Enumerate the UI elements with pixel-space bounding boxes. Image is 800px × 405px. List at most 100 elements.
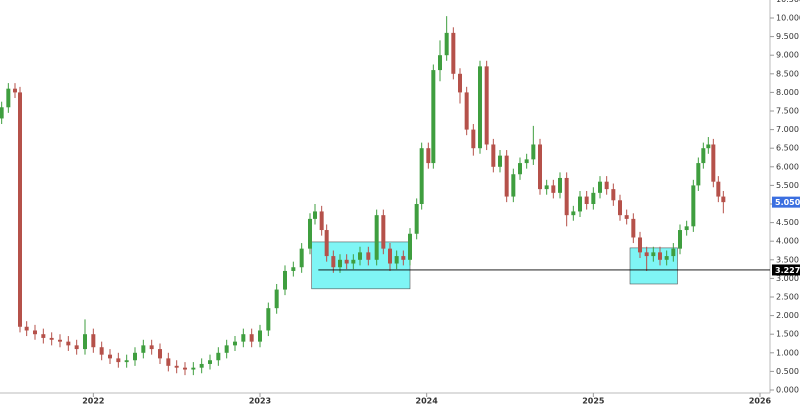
y-tick-label: 3.000: [776, 274, 799, 283]
candle-body: [451, 32, 456, 74]
y-tick-label: 1.500: [776, 330, 799, 339]
candle-body: [224, 345, 229, 353]
candle-body: [313, 211, 317, 219]
candle-body: [478, 66, 482, 149]
candle-body: [249, 334, 254, 342]
candle-body: [558, 177, 562, 193]
candle-body: [6, 88, 11, 108]
candle-body: [124, 360, 129, 363]
y-tick-label: 8.000: [776, 88, 799, 97]
x-tick-label: 2022: [82, 397, 104, 405]
candle-body: [41, 334, 46, 338]
candle-body: [216, 352, 221, 361]
y-tick-label: 7.000: [776, 125, 799, 134]
candle-body: [484, 66, 489, 145]
price-line-label: 3.227: [775, 266, 800, 275]
candle-body: [18, 92, 22, 327]
candle-body: [358, 252, 362, 260]
last-price-label: 5.050: [775, 198, 800, 207]
y-tick-label: 4.000: [776, 237, 799, 246]
candle-body: [199, 363, 204, 368]
candle-body: [431, 70, 436, 164]
candle-body: [0, 107, 4, 119]
candle-body: [471, 129, 476, 149]
y-tick-label: 2.500: [776, 293, 799, 302]
y-tick-label: 4.500: [776, 218, 799, 227]
candle-body: [374, 215, 379, 260]
candle-body: [716, 181, 721, 197]
candle-body: [58, 339, 62, 342]
y-tick-label: 7.500: [776, 107, 799, 116]
y-tick-label: 0.500: [776, 367, 799, 376]
y-tick-label: 10.000: [776, 14, 800, 23]
candle-body: [158, 349, 162, 359]
candle-body: [564, 177, 569, 216]
candle-body: [338, 259, 342, 268]
y-tick-label: 9.000: [776, 51, 799, 60]
candle-body: [208, 360, 212, 364]
candle-body: [116, 358, 121, 363]
candle-body: [721, 196, 726, 203]
candle-body: [13, 88, 17, 93]
candle-body: [651, 252, 656, 257]
candle-body: [174, 365, 179, 368]
candle-body: [331, 256, 336, 268]
candle-body: [631, 218, 636, 238]
candle-body: [658, 252, 662, 260]
candle-body: [678, 230, 682, 249]
candle-body: [266, 308, 271, 331]
candle-body: [706, 144, 711, 149]
y-tick-label: 2.000: [776, 311, 799, 320]
candle-body: [141, 345, 146, 353]
y-tick-label: 0.000: [776, 386, 799, 395]
candle-body: [426, 148, 431, 164]
candle-body: [133, 352, 137, 361]
y-tick-label: 6.500: [776, 144, 799, 153]
x-tick-label: 2023: [249, 397, 271, 405]
candle-body: [108, 354, 112, 359]
candle-body: [638, 237, 642, 253]
x-tick-label: 2024: [416, 397, 439, 405]
candle-body: [518, 163, 522, 175]
candle-body: [684, 226, 689, 231]
candle-body: [366, 252, 371, 260]
candle-body: [166, 358, 171, 366]
candle-body: [551, 185, 556, 193]
candle-body: [33, 330, 37, 335]
candle-body: [578, 196, 582, 212]
last-price-tag: [772, 196, 800, 208]
candle-body: [691, 185, 696, 227]
candle-body: [711, 144, 716, 182]
candle-body: [604, 181, 609, 190]
candle-body: [664, 256, 669, 260]
candle-body: [671, 248, 676, 257]
candle-body: [24, 326, 29, 331]
candle-body: [598, 181, 602, 193]
y-tick-label: 10.500: [776, 0, 800, 4]
candle-body: [49, 337, 54, 340]
candle-body: [544, 185, 549, 190]
zone: [629, 247, 678, 285]
candle-body: [274, 289, 279, 309]
y-tick-label: 1.000: [776, 348, 799, 357]
candle-body: [381, 215, 386, 249]
candle-body: [701, 148, 706, 164]
candle-body: [388, 248, 392, 264]
candle-body: [351, 259, 356, 264]
candle-body: [283, 270, 287, 290]
candle-body: [183, 367, 187, 370]
candle-body: [394, 256, 399, 264]
candle-body: [258, 330, 262, 342]
candle-body: [66, 341, 71, 346]
candle-body: [419, 148, 424, 204]
y-tick-label: 9.500: [776, 32, 799, 41]
candle-body: [149, 345, 154, 350]
candle-body: [241, 334, 246, 342]
candle-body: [458, 73, 462, 93]
candle-body: [401, 256, 406, 260]
candle-body: [696, 163, 701, 186]
candle-body: [191, 367, 196, 370]
candle-body: [233, 341, 237, 346]
candle-body: [308, 218, 312, 249]
candle-body: [438, 55, 442, 71]
